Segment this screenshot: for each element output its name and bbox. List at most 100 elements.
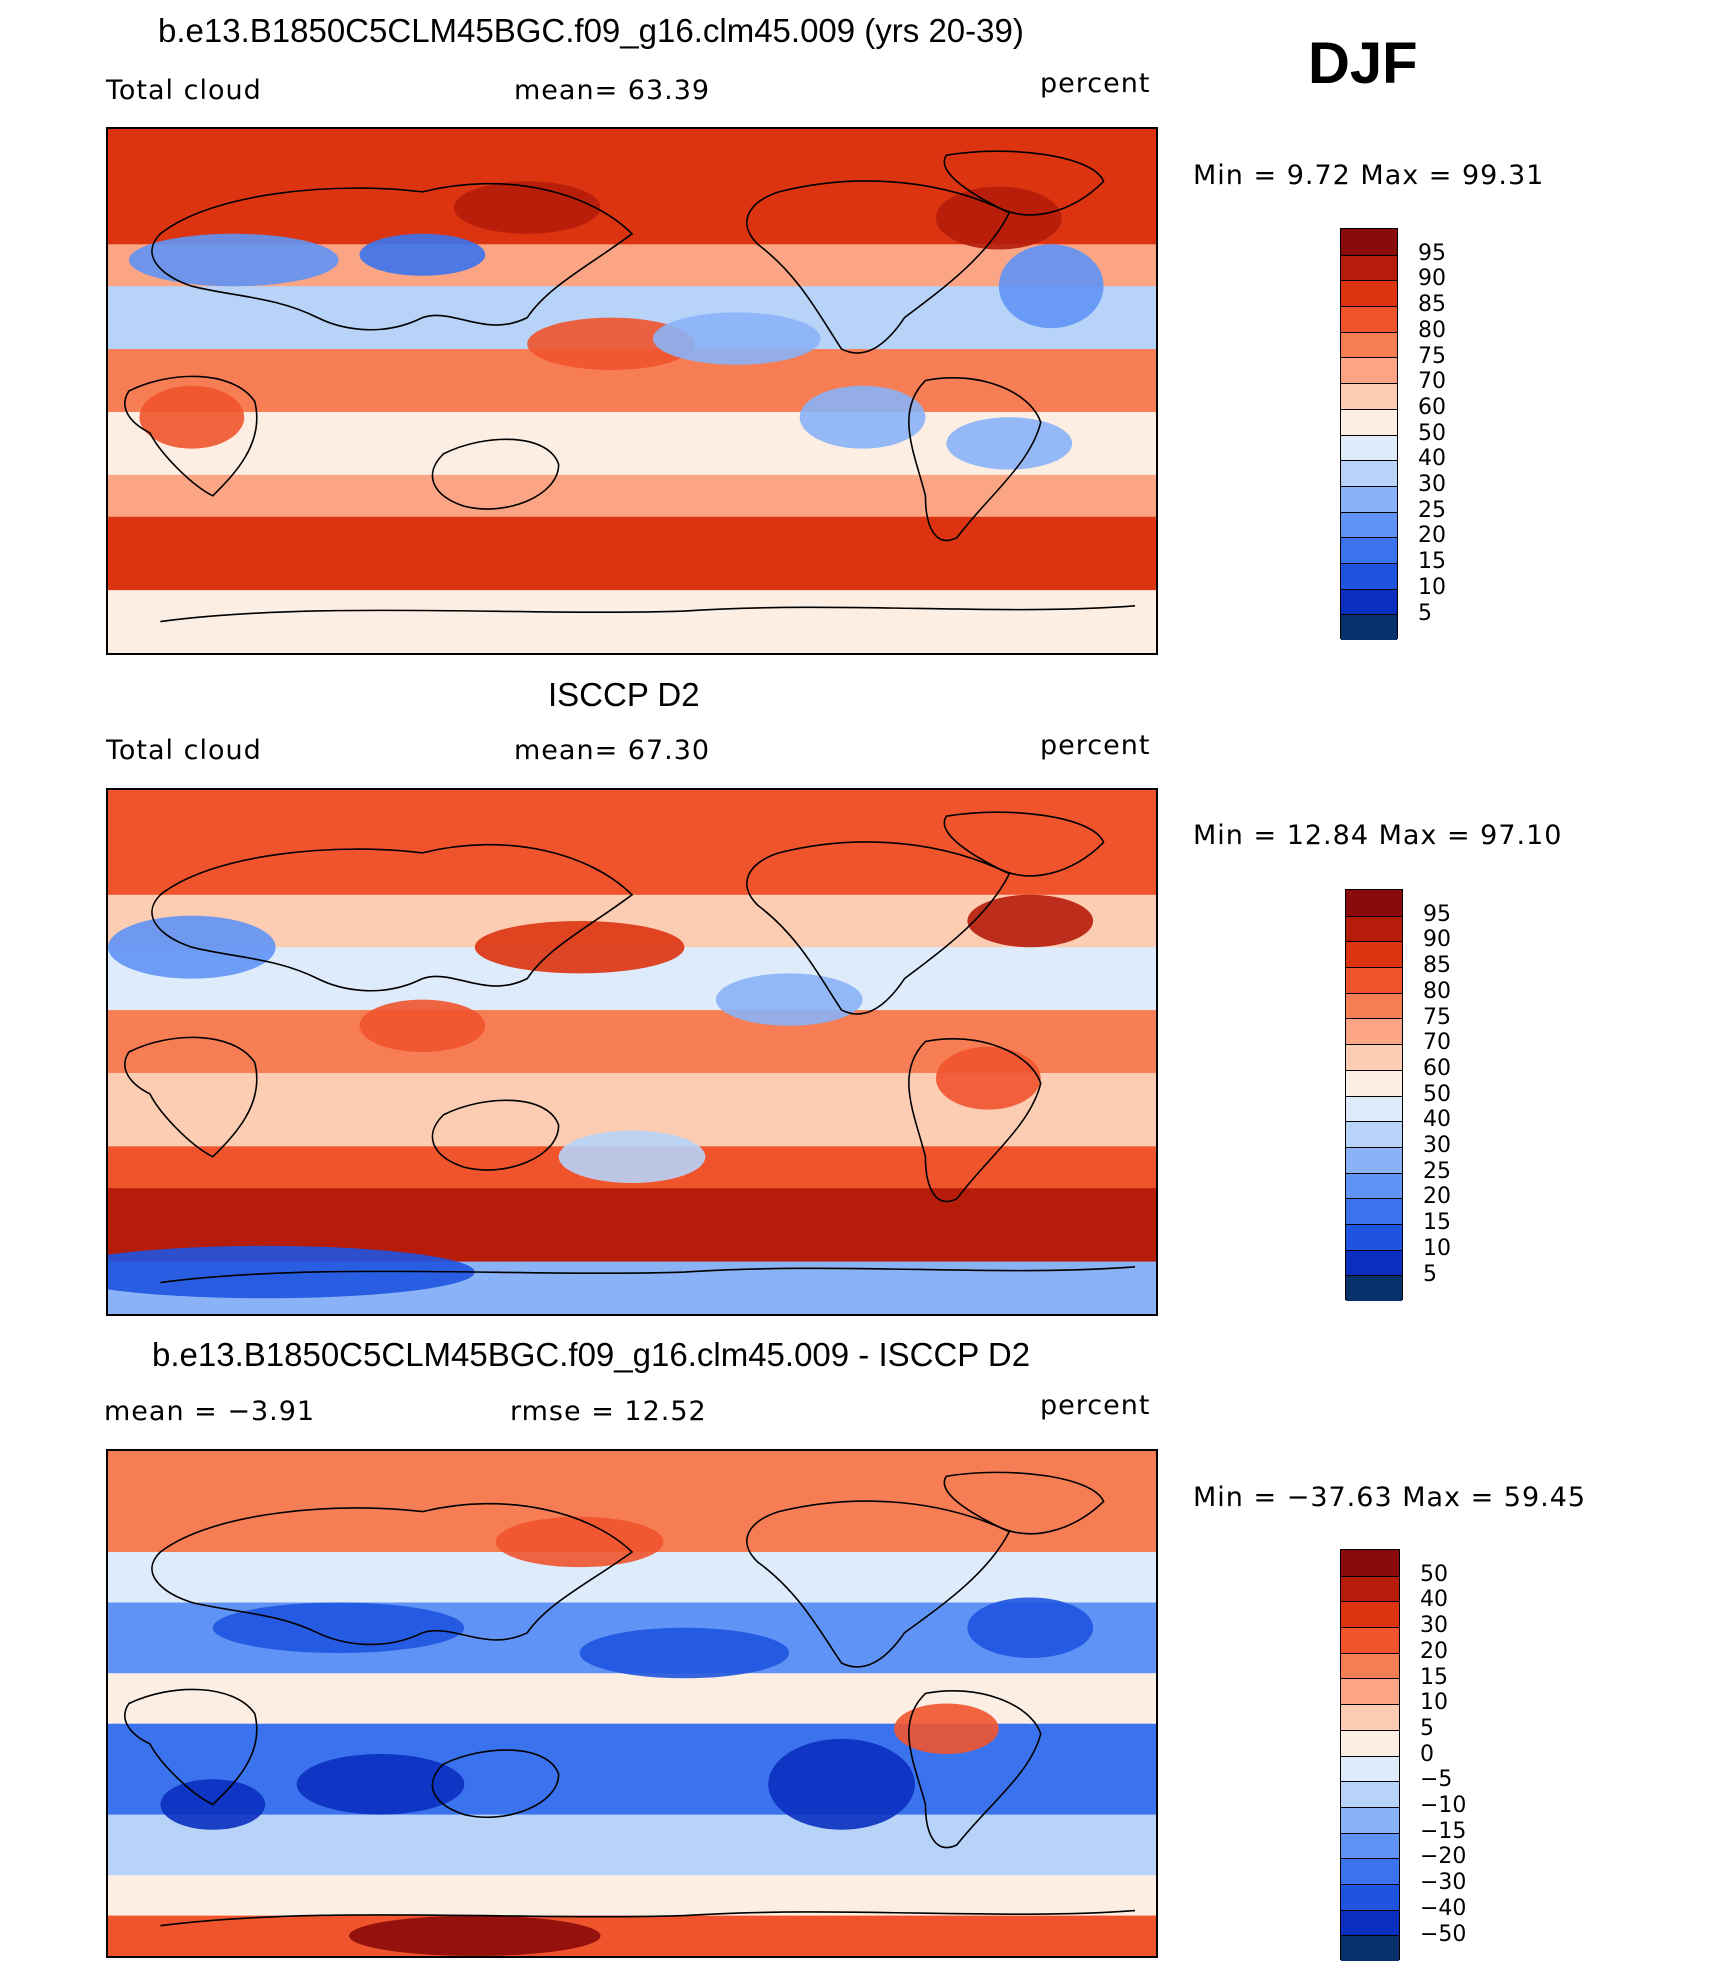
- colorbar-segment: [1341, 460, 1397, 486]
- colorbar-segment: [1341, 1858, 1399, 1884]
- colorbar-segment: [1341, 1652, 1399, 1679]
- colorbar-level-label: 75: [1423, 1004, 1451, 1030]
- coastline: [152, 845, 632, 991]
- colorbar-segment: [1341, 1729, 1399, 1756]
- colorbar-level-label: 60: [1418, 394, 1446, 420]
- panel1-mean-label: mean= 63.39: [514, 75, 711, 106]
- contour-cell: [579, 1627, 790, 1679]
- contour-band: [108, 1814, 1156, 1877]
- contour-band: [108, 516, 1156, 592]
- colorbar-level-label: 10: [1423, 1235, 1451, 1261]
- colorbar-level-label: 15: [1420, 1664, 1448, 1690]
- panel3-mean-label: mean = −3.91: [104, 1396, 316, 1427]
- colorbar-segment: [1341, 331, 1397, 358]
- contour-cell: [558, 1130, 706, 1183]
- contour-band: [108, 590, 1156, 653]
- contour-cell: [967, 894, 1094, 948]
- colorbar-level-label: 20: [1420, 1638, 1448, 1664]
- coastline: [160, 606, 1135, 622]
- colorbar-segment: [1346, 1146, 1402, 1173]
- colorbar-segment: [1341, 280, 1397, 307]
- colorbar-level-label: −5: [1420, 1767, 1453, 1793]
- colorbar-segment: [1346, 1095, 1402, 1122]
- colorbar-segment: [1341, 254, 1397, 281]
- colorbar-level-label: −50: [1420, 1921, 1467, 1947]
- colorbar-level-label: 60: [1423, 1055, 1451, 1081]
- contour-cell: [296, 1754, 465, 1815]
- colorbar-level-label: 70: [1423, 1030, 1451, 1056]
- panel1-variable-label: Total cloud: [106, 75, 262, 106]
- colorbar-level-label: 50: [1418, 420, 1446, 446]
- contour-band: [108, 1875, 1156, 1917]
- colorbar-level-label: 95: [1423, 901, 1451, 927]
- coastline: [432, 1100, 558, 1170]
- panel1-title: b.e13.B1850C5CLM45BGC.f09_g16.clm45.009 …: [158, 12, 1024, 49]
- colorbar-segment: [1341, 1678, 1399, 1705]
- contour-cell: [349, 1915, 601, 1956]
- contour-cell: [527, 317, 695, 371]
- colorbar-level-label: 30: [1418, 472, 1446, 497]
- colorbar-segment: [1346, 1044, 1402, 1070]
- colorbar-segment: [1341, 1909, 1399, 1936]
- panel3-map: [106, 1449, 1158, 1958]
- contour-band: [108, 1723, 1156, 1816]
- contour-cell: [359, 233, 486, 276]
- colorbar-level-label: 40: [1418, 446, 1446, 472]
- contour-cell: [967, 1597, 1094, 1659]
- contour-cell: [894, 1703, 999, 1754]
- contour-cell: [453, 181, 601, 234]
- panel3-title: b.e13.B1850C5CLM45BGC.f09_g16.clm45.009 …: [152, 1336, 1031, 1373]
- colorbar-level-label: 25: [1418, 497, 1446, 523]
- panel2-map: [106, 788, 1158, 1316]
- coastline: [944, 1472, 1103, 1533]
- colorbar-level-label: 15: [1423, 1210, 1451, 1236]
- contour-cell: [495, 1516, 664, 1568]
- colorbar-level-label: 25: [1423, 1158, 1451, 1184]
- contour-cell: [799, 385, 926, 449]
- colorbar-segment: [1346, 1223, 1402, 1250]
- colorbar-level-label: −30: [1420, 1870, 1467, 1896]
- coastline: [160, 1911, 1135, 1926]
- colorbar-segment: [1346, 1198, 1402, 1224]
- coastline: [747, 181, 1009, 353]
- colorbar-level-label: −15: [1420, 1818, 1467, 1844]
- colorbar-segment: [1341, 383, 1397, 409]
- colorbar-segment: [1341, 1627, 1399, 1653]
- coastline: [152, 1504, 632, 1645]
- colorbar-segment: [1341, 1781, 1399, 1807]
- colorbar-level-label: 5: [1418, 600, 1432, 626]
- coastline: [944, 151, 1103, 215]
- colorbar-segment: [1346, 1018, 1402, 1045]
- colorbar-segment: [1341, 614, 1397, 640]
- coastline: [125, 1037, 257, 1156]
- colorbar-level-label: 90: [1418, 266, 1446, 292]
- panel2-units-label: percent: [1040, 730, 1151, 761]
- colorbar-level-label: 10: [1420, 1690, 1448, 1716]
- colorbar-segment: [1341, 357, 1397, 384]
- colorbar-level-label: 95: [1418, 240, 1446, 266]
- panel2-title: ISCCP D2: [548, 676, 700, 713]
- colorbar-box: [1345, 889, 1403, 1301]
- colorbar-level-label: 50: [1423, 1081, 1451, 1107]
- colorbar-segment: [1346, 1069, 1402, 1096]
- contour-cell: [474, 921, 685, 974]
- colorbar-level-label: 85: [1418, 292, 1446, 318]
- colorbar-level-label: 0: [1420, 1741, 1434, 1767]
- colorbar-segment: [1346, 992, 1402, 1019]
- colorbar-segment: [1341, 306, 1397, 332]
- coastline: [125, 376, 257, 495]
- colorbar-level-label: 20: [1418, 523, 1446, 549]
- colorbar-segment: [1341, 1935, 1399, 1961]
- colorbar-segment: [1346, 1121, 1402, 1147]
- contour-cell: [935, 1046, 1041, 1110]
- contour-cell: [212, 1602, 465, 1653]
- colorbar-level-label: 30: [1423, 1133, 1451, 1158]
- colorbar-level-label: 75: [1418, 343, 1446, 369]
- panel1-map: [106, 127, 1158, 655]
- coastline: [125, 1689, 257, 1804]
- colorbar-level-label: 85: [1423, 953, 1451, 979]
- coastline: [944, 812, 1103, 876]
- contour-cell: [935, 186, 1062, 250]
- panel2-mean-label: mean= 67.30: [514, 735, 711, 766]
- colorbar-level-label: 5: [1423, 1261, 1437, 1287]
